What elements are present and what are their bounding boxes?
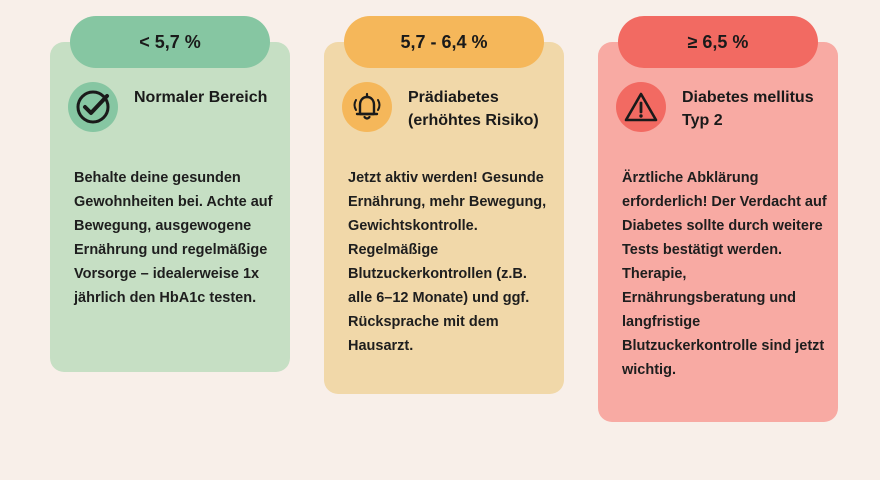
category-description: Behalte deine gesunden Gewohnheiten bei.… [74, 170, 273, 306]
category-title: Normaler Bereich [134, 89, 268, 106]
warning-triangle-icon [616, 82, 666, 132]
range-pill: 5,7 - 6,4 % [344, 16, 544, 68]
bell-icon [342, 82, 392, 132]
range-pill: ≥ 6,5 % [618, 16, 818, 68]
range-pill: < 5,7 % [70, 16, 270, 68]
category-description: Ärztliche Abklärung erforderlich! Der Ve… [622, 170, 827, 378]
category-description: Jetzt aktiv werden! Gesunde Ernährung, m… [348, 170, 547, 354]
category-title: Prädiabetes (erhöhtes Risiko) [408, 89, 539, 129]
checkmark-circle-icon [68, 82, 118, 132]
category-title: Diabetes mellitus Typ 2 [682, 89, 814, 129]
